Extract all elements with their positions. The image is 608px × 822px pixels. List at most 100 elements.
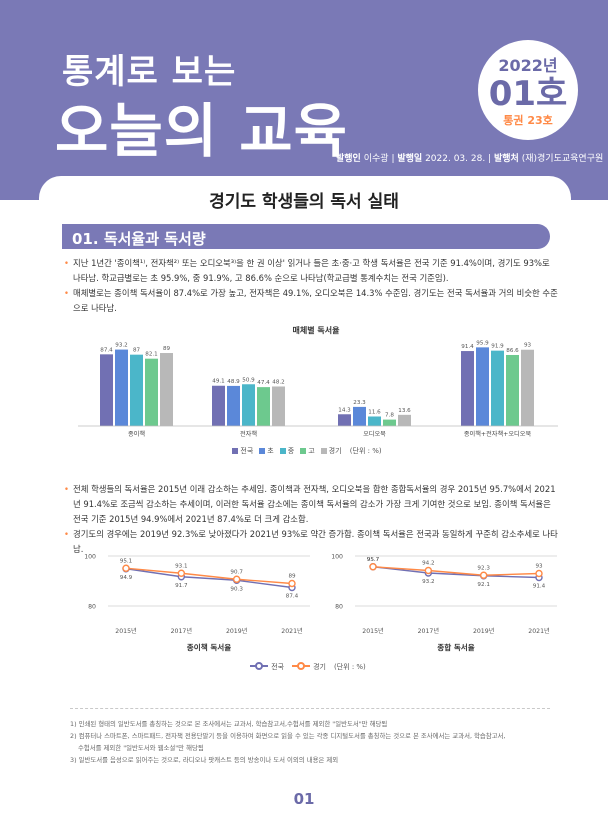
footnote: 수험서를 제외한 "일반도서와 웹소설"만 해당됨	[78, 744, 204, 752]
data-label: 92.1	[477, 582, 490, 588]
data-label: 11.6	[368, 409, 381, 415]
separator: |	[488, 154, 492, 164]
chart-title: 종이책 독서율	[187, 642, 232, 652]
legend-label: 고	[308, 447, 315, 455]
data-label: 91.4	[461, 344, 474, 350]
bullet-item: 경기도의 경우에는 2019년 92.3%로 낮아졌다가 2021년 93%로 …	[64, 527, 559, 557]
publish-date: 2022. 03. 28.	[425, 154, 486, 164]
x-tick-label: 2019년	[473, 627, 495, 635]
data-label: 7.8	[385, 413, 394, 419]
bullet-item: 지난 1년간 '종이책¹⁾, 전자책²⁾ 또는 오디오북³⁾을 한 권 이상' …	[64, 256, 559, 286]
footnote: 3) 일반도서를 음성으로 읽어주는 것으로, 라디오나 팟캐스트 등의 방송이…	[70, 756, 339, 764]
legend-line-icon	[250, 662, 269, 670]
legend-label: 전국	[240, 447, 254, 455]
series-point	[288, 579, 296, 588]
series-line	[372, 566, 540, 576]
data-label: 91.9	[491, 344, 504, 350]
bar	[353, 406, 366, 426]
data-label: 95.7	[367, 557, 380, 563]
y-tick-label: 80	[88, 604, 96, 611]
bar-chart-media-reading: 매체별 독서율 87.493.2 87 82.1 89 종이책 49.1 48.9 50.9 47…	[78, 325, 558, 438]
data-label: 90.3	[230, 586, 243, 592]
publisher: 이수광	[363, 154, 389, 164]
footnote: 1) 인쇄된 형태의 일반도서를 총칭하는 것으로 본 조사에서는 교과서, 학…	[70, 720, 388, 728]
bar	[242, 384, 255, 426]
legend-line-icon	[292, 662, 311, 670]
bar	[212, 385, 225, 426]
data-label: 91.4	[533, 584, 546, 590]
data-label: 94.9	[120, 575, 133, 581]
series-line	[125, 568, 293, 589]
bar	[461, 351, 474, 426]
brand-subtitle: 통계로 보는	[62, 52, 237, 92]
data-label: 89	[288, 574, 296, 580]
bar	[338, 414, 351, 426]
legend-swatch	[300, 448, 307, 454]
series-line	[125, 567, 293, 585]
org-label: 발행처	[494, 154, 519, 164]
data-label: 92.3	[477, 565, 490, 571]
section-header-bar	[62, 224, 550, 249]
bar	[272, 386, 285, 426]
data-label: 49.1	[212, 379, 225, 385]
bar	[100, 354, 113, 426]
y-tick-label: 100	[84, 554, 96, 561]
page-number: 01	[293, 790, 315, 808]
bar	[145, 358, 158, 426]
series-point	[369, 563, 377, 571]
section-heading: 독서율과 독서량	[103, 230, 206, 248]
data-label: 94.2	[422, 561, 434, 567]
series-point	[122, 564, 130, 572]
bar	[506, 354, 519, 426]
legend-swatch	[279, 448, 286, 454]
bullet-list-1: 지난 1년간 '종이책¹⁾, 전자책²⁾ 또는 오디오북³⁾을 한 권 이상' …	[64, 256, 559, 316]
data-label: 93	[524, 343, 532, 349]
chart-title: 매체별 독서율	[293, 325, 341, 335]
data-label: 87	[133, 348, 141, 354]
legend-swatch	[259, 448, 266, 454]
legend-label: 초	[267, 447, 274, 455]
issue-number: 01호	[488, 74, 568, 114]
line-chart-legend: 전국 경기 (단위 : %)	[0, 662, 608, 672]
line-chart-total: 80 100 2015년 2017년 2019년 2021년 95.7 93.2 92.1 91.…	[331, 554, 557, 652]
issue-badge: 2022년 01호 통권 23호	[478, 40, 578, 140]
category-label: 오디오북	[363, 430, 386, 438]
bar	[383, 419, 396, 426]
legend-label: 중	[287, 447, 295, 455]
legend-swatch	[320, 448, 327, 454]
x-tick-label: 2021년	[528, 627, 550, 635]
data-label: 23.3	[353, 400, 366, 406]
data-label: 93.1	[175, 563, 188, 569]
data-label: 87.4	[286, 594, 299, 600]
section-title: 01. 독서율과 독서량	[72, 228, 206, 249]
data-label: 48.9	[227, 379, 240, 385]
y-tick-label: 80	[335, 604, 343, 611]
data-label: 14.3	[338, 407, 351, 413]
data-label: 93	[535, 564, 543, 570]
date-label: 발행일	[397, 154, 423, 164]
series-point	[232, 575, 241, 583]
legend-label: 전국	[271, 663, 285, 671]
data-label: 87.4	[100, 347, 113, 353]
bar	[115, 349, 128, 426]
section-number: 01.	[72, 230, 99, 248]
bullet-item: 매체별로는 종이책 독서율이 87.4%로 가장 높고, 전자책은 49.1%,…	[64, 286, 559, 316]
data-label: 95.9	[476, 340, 489, 346]
data-label: 95.7	[367, 557, 380, 563]
series-point	[479, 571, 488, 579]
legend-swatch	[232, 448, 239, 454]
data-label: 86.6	[506, 348, 519, 354]
bar	[491, 350, 504, 426]
data-label: 93.2	[422, 579, 434, 585]
data-label: 95.1	[120, 558, 133, 564]
category-label: 전자책	[240, 430, 257, 438]
data-label: 48.2	[272, 379, 284, 385]
bar-chart-legend: 전국 초 중 고 경기 (단위 : %)	[0, 446, 608, 456]
legend-unit: (단위 : %)	[333, 663, 366, 671]
page-title: 경기도 학생들의 독서 실태	[209, 192, 399, 212]
publisher-label: 발행인	[336, 154, 361, 164]
bar	[130, 354, 143, 426]
x-tick-label: 2021년	[281, 627, 303, 635]
bullet-list-2: 전체 학생들의 독서율은 2015년 이래 감소하는 추세임. 종이책과 전자책…	[64, 482, 559, 557]
legend-label: 경기	[328, 447, 342, 455]
